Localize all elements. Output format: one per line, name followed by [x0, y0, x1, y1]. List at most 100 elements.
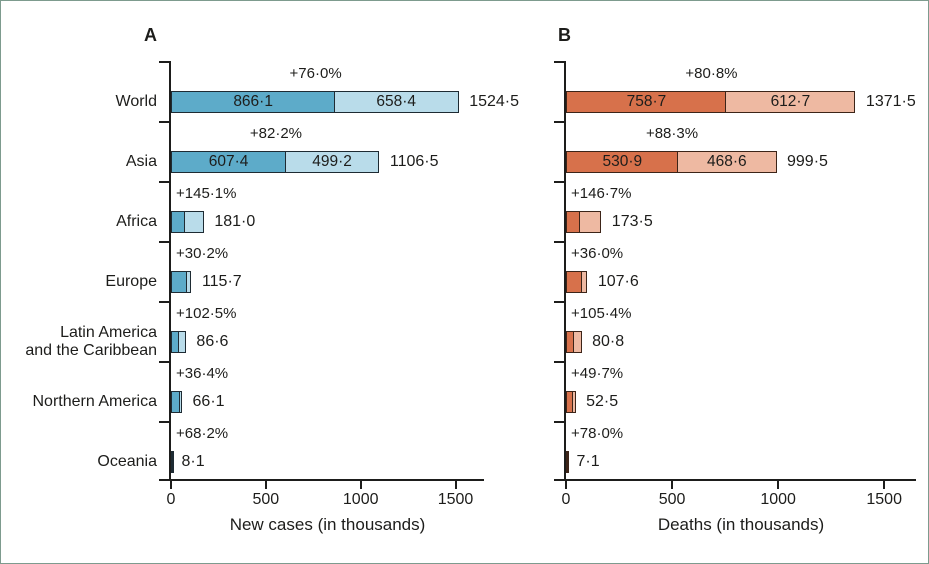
- y-axis-tick: [554, 421, 564, 423]
- bar-segment-2: [186, 271, 192, 293]
- bar-segment-2: [566, 451, 569, 473]
- bar-segment-1: 866·1: [171, 91, 336, 113]
- total-value-label: 86·6: [196, 333, 229, 350]
- total-value-label: 7·1: [576, 453, 600, 470]
- percent-change-label: +105·4%: [571, 305, 632, 322]
- x-tick-label: 1000: [760, 491, 796, 508]
- stacked-bar: 866·1 658·4: [171, 91, 459, 113]
- percent-change-label: +49·7%: [571, 365, 624, 382]
- y-axis-tick: [159, 361, 169, 363]
- y-axis-tick: [159, 181, 169, 183]
- percent-change-label: +36·4%: [176, 365, 229, 382]
- category-label: Northern America: [32, 392, 158, 410]
- category-label: Oceania: [97, 452, 157, 470]
- segment-value-label: 468·6: [706, 153, 747, 170]
- segment-value-label: 658·4: [376, 93, 417, 110]
- stacked-bar: [566, 391, 576, 413]
- percent-change-label: +145·1%: [176, 185, 237, 202]
- bar-segment-2: [177, 331, 186, 353]
- total-value-label: 181·0: [214, 213, 256, 230]
- segment-value-label: 530·9: [602, 153, 643, 170]
- bar-segment-2: 612·7: [725, 91, 856, 113]
- percent-change-label: +80·8%: [685, 65, 738, 82]
- bar-segment-2: [183, 211, 204, 233]
- category-label: Latin America and the Caribbean: [25, 323, 157, 359]
- percent-change-label: +82·2%: [249, 125, 302, 142]
- stacked-bar: [171, 211, 204, 233]
- x-axis-title: Deaths (in thousands): [657, 515, 825, 534]
- total-value-label: 66·1: [192, 393, 225, 410]
- total-value-label: 107·6: [597, 273, 639, 290]
- total-value-label: 80·8: [592, 333, 625, 350]
- percent-change-label: +36·0%: [571, 245, 624, 262]
- x-axis-tick: [883, 481, 886, 489]
- total-value-label: 1106·5: [389, 153, 439, 170]
- y-axis-tick: [159, 241, 169, 243]
- bar-segment-2: [171, 451, 174, 473]
- y-axis-tick: [554, 301, 564, 303]
- total-value-label: 999·5: [787, 153, 828, 170]
- x-tick-label: 1000: [342, 491, 379, 508]
- x-axis-tick: [565, 481, 567, 489]
- percent-change-label: +30·2%: [176, 245, 229, 262]
- total-value-label: 8·1: [181, 453, 205, 470]
- y-axis-line: [564, 61, 566, 481]
- bar-segment-2: 468·6: [677, 151, 777, 173]
- stacked-bar: [566, 211, 602, 233]
- total-value-label: 52·5: [586, 393, 619, 410]
- y-axis-line: [169, 61, 171, 481]
- segment-value-label: 499·2: [312, 153, 352, 170]
- percent-change-label: +88·3%: [645, 125, 699, 142]
- segment-value-label: 758·7: [626, 93, 667, 110]
- x-axis-line: [554, 479, 916, 481]
- y-axis-tick: [159, 421, 169, 423]
- category-label: Europe: [105, 272, 157, 290]
- x-tick-label: 1500: [437, 491, 474, 508]
- segment-value-label: 612·7: [770, 93, 811, 110]
- stacked-bar: [171, 271, 192, 293]
- x-axis-tick: [777, 481, 780, 489]
- category-label: Asia: [125, 152, 157, 170]
- stacked-bar: 607·4 499·2: [171, 151, 380, 173]
- y-axis-tick: [554, 181, 564, 183]
- y-axis-tick: [554, 361, 564, 363]
- total-value-label: 115·7: [201, 273, 242, 290]
- bar-segment-1: 530·9: [566, 151, 679, 173]
- y-axis-tick: [554, 61, 564, 63]
- stacked-bar: [171, 331, 186, 353]
- percent-change-label: +68·2%: [176, 425, 229, 442]
- segment-value-label: 866·1: [233, 93, 273, 110]
- stacked-bar: [171, 451, 174, 473]
- x-tick-label: 0: [166, 491, 176, 508]
- stacked-bar: 530·9 468·6: [566, 151, 777, 173]
- x-tick-label: 1500: [866, 491, 902, 508]
- x-tick-label: 0: [561, 491, 571, 508]
- category-label: World: [115, 92, 158, 110]
- bar-segment-1: 758·7: [566, 91, 727, 113]
- x-axis-tick: [170, 481, 172, 489]
- stacked-bar: [566, 331, 582, 353]
- stacked-bar: [566, 271, 588, 293]
- x-axis-title: New cases (in thousands): [229, 515, 426, 534]
- bar-segment-2: [572, 331, 582, 353]
- bar-segment-1: [566, 271, 583, 293]
- percent-change-label: +76·0%: [289, 65, 342, 82]
- y-axis-tick: [159, 301, 169, 303]
- bar-segment-2: 658·4: [333, 91, 459, 113]
- total-value-label: 1371·5: [865, 93, 916, 110]
- total-value-label: 173·5: [611, 213, 653, 230]
- y-axis-tick: [554, 241, 564, 243]
- x-tick-label: 500: [658, 491, 686, 508]
- bar-segment-2: [581, 271, 588, 293]
- x-tick-label: 500: [252, 491, 280, 508]
- bar-segment-2: [571, 391, 576, 413]
- bar-segment-2: [579, 211, 602, 233]
- total-value-label: 1524·5: [469, 93, 520, 110]
- stacked-bar: 758·7 612·7: [566, 91, 856, 113]
- bar-segment-2: 499·2: [284, 151, 380, 173]
- percent-change-label: +146·7%: [571, 185, 632, 202]
- stacked-bar: [171, 391, 183, 413]
